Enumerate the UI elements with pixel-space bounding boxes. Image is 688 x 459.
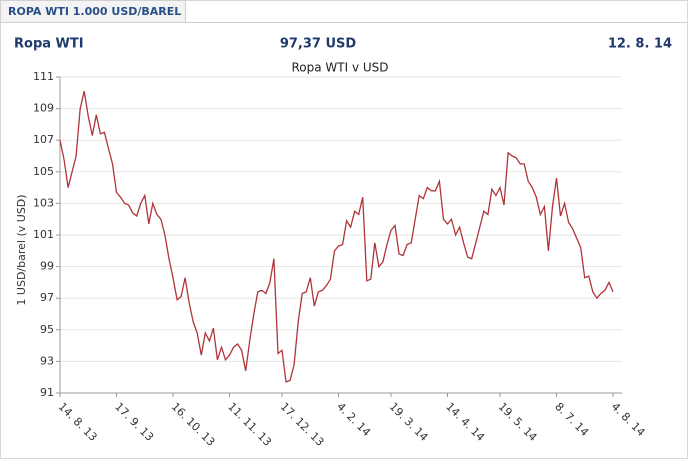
chart-title: Ropa WTI v USD <box>291 61 388 75</box>
tab-title[interactable]: ROPA WTI 1.000 USD/BAREL <box>8 5 181 18</box>
instrument-name: Ropa WTI <box>14 37 84 52</box>
price: 97,37 USD <box>280 37 357 52</box>
y-tick-label: 97 <box>40 291 54 304</box>
y-tick-label: 91 <box>40 386 54 399</box>
y-tick-label: 99 <box>40 260 54 273</box>
y-tick-label: 109 <box>33 102 54 115</box>
y-tick-label: 111 <box>33 70 54 83</box>
tab[interactable] <box>0 0 186 23</box>
y-tick-label: 95 <box>40 323 54 336</box>
y-tick-label: 93 <box>40 354 54 367</box>
y-tick-label: 105 <box>33 165 54 178</box>
y-axis-label: 1 USD/barel (v USD) <box>15 194 28 305</box>
y-tick-label: 107 <box>33 133 54 146</box>
y-tick-label: 103 <box>33 196 54 209</box>
y-tick-label: 101 <box>33 228 54 241</box>
date: 12. 8. 14 <box>608 37 672 52</box>
price-line <box>59 91 614 383</box>
